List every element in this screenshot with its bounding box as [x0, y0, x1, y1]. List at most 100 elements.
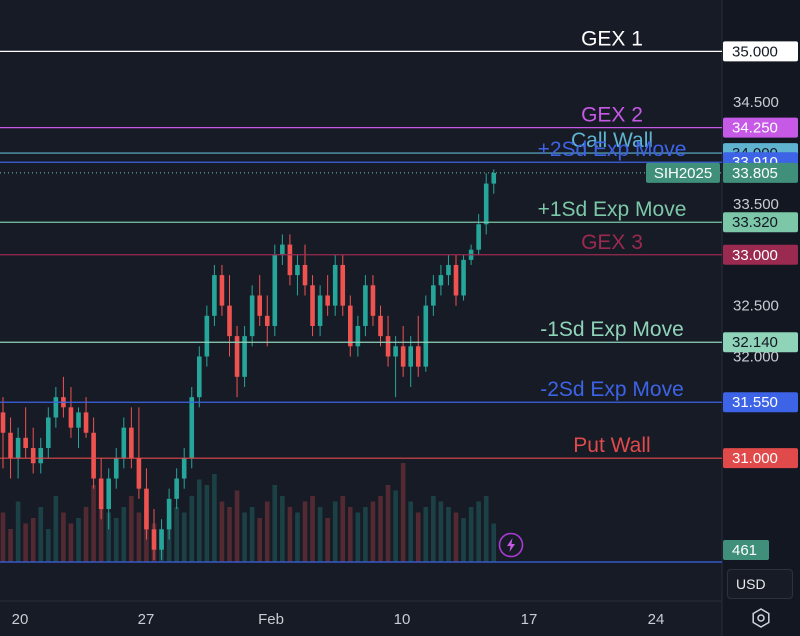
candle-body	[106, 478, 111, 510]
candle-body	[370, 285, 376, 316]
candle-body	[295, 264, 300, 276]
price-tick-label: 32.500	[733, 298, 779, 315]
volume-bar	[325, 518, 330, 562]
candle-body	[8, 432, 13, 459]
candle-body	[491, 172, 497, 184]
volume-tag	[723, 540, 769, 560]
volume-bar	[317, 507, 323, 562]
price-tick-label: 32.000	[733, 348, 779, 365]
volume-tag-label: 461	[732, 542, 757, 559]
volume-bar	[453, 512, 459, 562]
level-label: GEX 1	[581, 27, 643, 50]
candle-body	[212, 275, 217, 316]
candle-body	[98, 478, 104, 510]
price-tag-label: 34.250	[732, 120, 778, 137]
candle-body	[181, 458, 187, 479]
price-tag	[723, 392, 798, 413]
candle-body	[242, 336, 247, 377]
candle-body	[227, 305, 232, 337]
candle-body	[355, 325, 361, 347]
candle-body	[310, 285, 315, 326]
candle-body	[340, 264, 346, 306]
price-tag-label: 35.000	[732, 43, 778, 60]
volume-bar	[287, 507, 293, 562]
volume-bar	[370, 501, 376, 562]
volume-bar	[249, 507, 255, 562]
volume-bar	[76, 518, 81, 562]
volume-bar	[8, 529, 13, 562]
volume-bar	[310, 496, 315, 562]
level-label: GEX 3	[581, 231, 643, 254]
price-axis-panel[interactable]	[722, 0, 800, 636]
level-label: Put Wall	[573, 434, 650, 457]
candle-body	[302, 264, 308, 286]
candle-body	[113, 458, 119, 479]
candle-body	[91, 432, 96, 479]
time-axis-ticks: 20 27 Feb 10 17 24	[12, 611, 665, 628]
candle-body	[483, 183, 489, 225]
volume-bar	[197, 479, 202, 562]
volume-bar	[468, 507, 474, 562]
candle-body	[385, 336, 391, 357]
candle-body	[68, 407, 74, 428]
volume-bar	[91, 485, 96, 562]
volume-bars	[0, 463, 497, 562]
volume-bar	[302, 501, 308, 562]
volume-bar	[408, 501, 413, 562]
candle-body	[393, 346, 398, 357]
volume-bar	[476, 501, 481, 562]
symbol-tag-label: SIH2025	[654, 165, 712, 182]
volume-bar	[219, 501, 225, 562]
candle-body	[438, 275, 444, 286]
candle-body	[332, 264, 338, 306]
volume-bar	[53, 496, 59, 562]
settings-icon[interactable]	[750, 607, 772, 629]
candle-body	[219, 275, 225, 306]
volume-bar	[83, 507, 89, 562]
candle-body	[453, 264, 459, 296]
volume-bar	[385, 485, 391, 562]
volume-bar	[461, 518, 466, 562]
candle-body	[144, 488, 149, 530]
candle-body	[234, 336, 240, 377]
symbol-tag	[646, 162, 720, 183]
volume-bar	[400, 463, 406, 562]
volume-bar	[332, 501, 338, 562]
level-label: +1Sd Exp Move	[538, 198, 687, 221]
volume-bar	[415, 512, 421, 562]
lightning-icon[interactable]	[498, 532, 524, 558]
volume-bar	[272, 485, 278, 562]
volume-bar	[264, 501, 270, 562]
last-price-tag	[723, 162, 798, 183]
currency-label: USD	[736, 576, 766, 592]
price-tag	[723, 244, 798, 265]
time-tick-label: 17	[521, 611, 538, 628]
volume-bar	[38, 507, 44, 562]
candle-body	[249, 295, 255, 337]
volume-bar	[189, 496, 195, 562]
currency-selector[interactable]: USD	[727, 569, 793, 599]
volume-bar	[491, 523, 497, 562]
candle-body	[363, 285, 368, 326]
candle-body	[461, 259, 466, 296]
candle-body	[166, 498, 172, 530]
volume-bar	[113, 518, 119, 562]
candle-body	[129, 427, 134, 459]
volume-bar	[0, 512, 6, 562]
candle-body	[38, 448, 44, 464]
candle-body	[287, 244, 293, 276]
price-tick-label: 34.500	[733, 94, 779, 111]
volume-bar	[348, 507, 353, 562]
volume-bar	[204, 485, 210, 562]
candle-body	[446, 264, 451, 276]
candle-body	[83, 412, 89, 433]
volume-bar	[166, 518, 172, 562]
candle-body	[264, 315, 270, 326]
candle-body	[0, 412, 6, 433]
level-label: +2Sd Exp Move	[538, 138, 687, 161]
volume-bar	[136, 512, 142, 562]
last-price-tag-label: 33.805	[732, 165, 778, 182]
